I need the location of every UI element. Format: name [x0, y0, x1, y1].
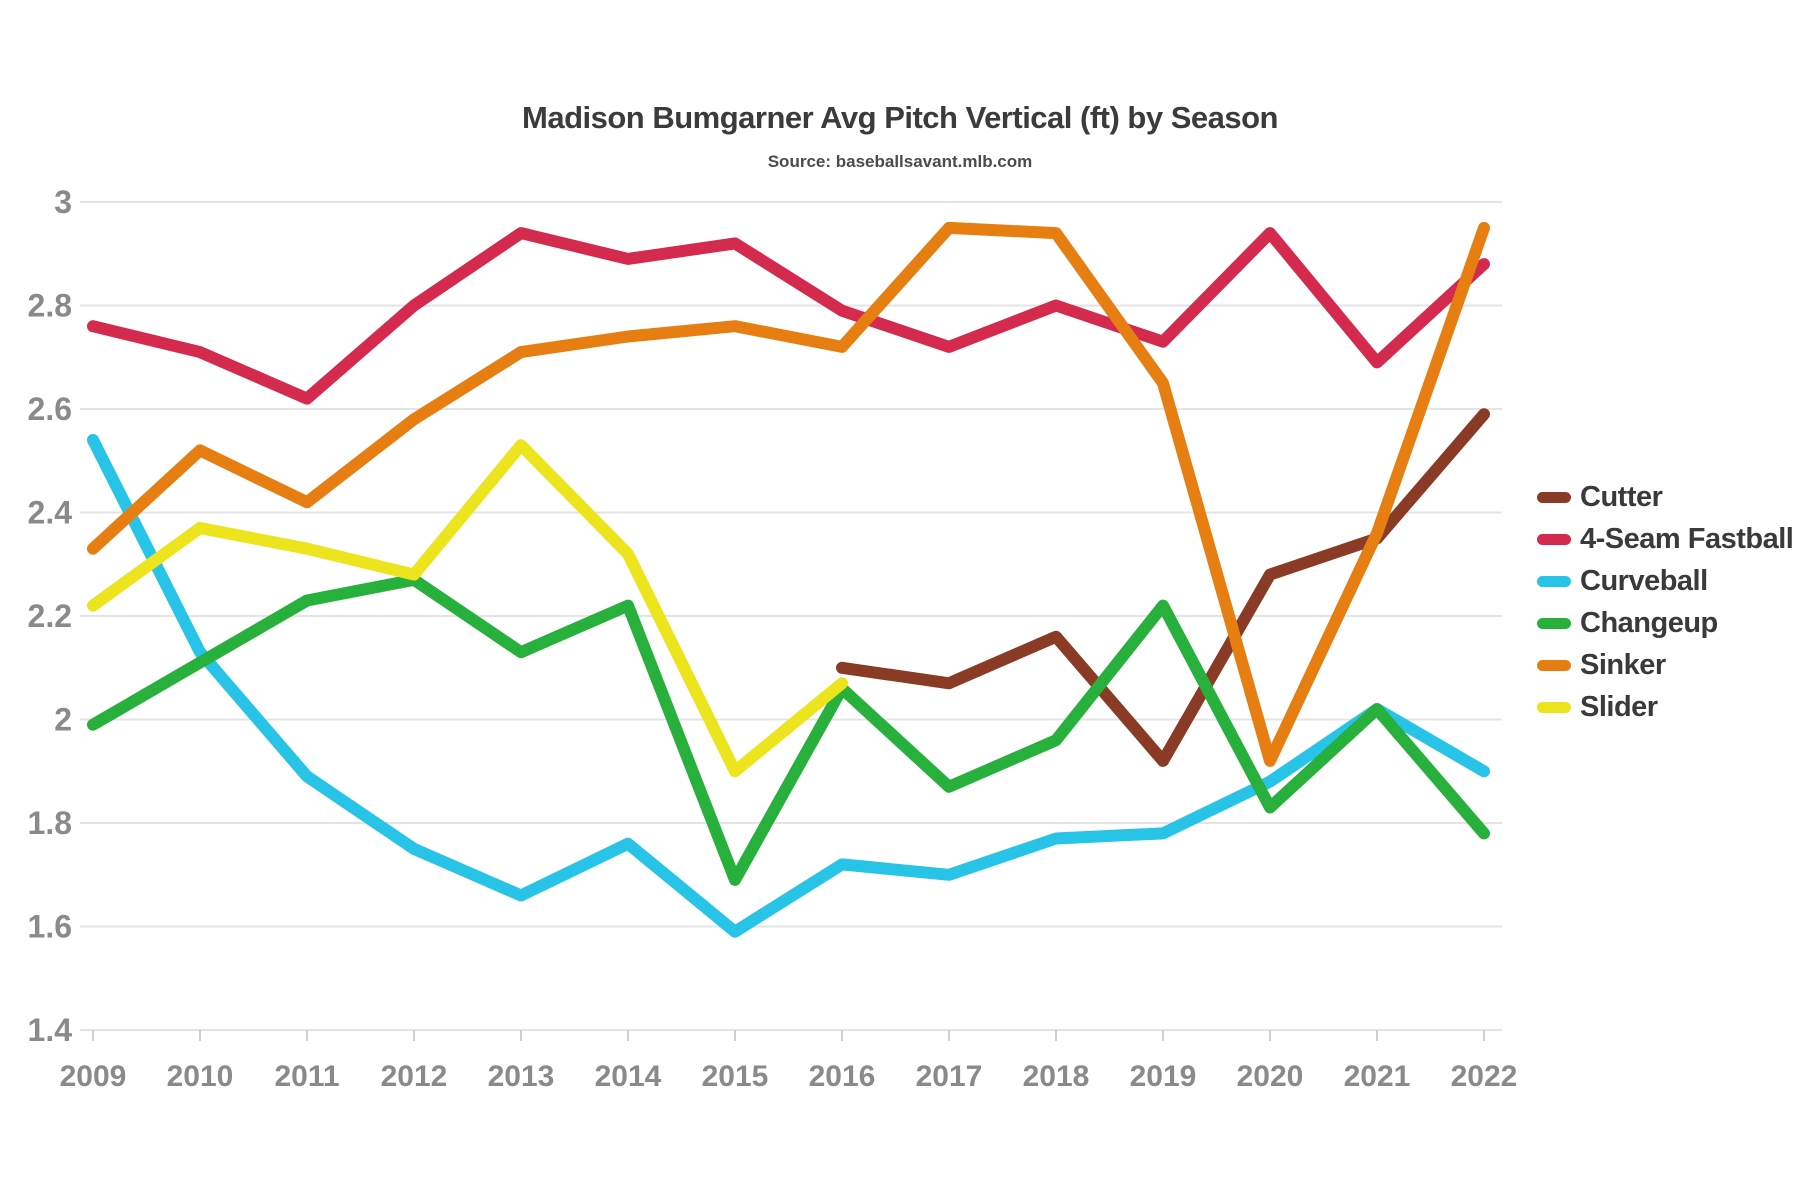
legend-label-slider: Slider — [1580, 690, 1658, 723]
legend-item-changeup: Changeup — [1537, 602, 1793, 644]
series-line-changeup — [87, 573, 1490, 886]
series-line-curveball — [87, 434, 1490, 938]
legend-swatch-cutter — [1537, 491, 1571, 503]
series-line-slider — [87, 439, 848, 778]
y-axis-tick-label: 2.8 — [28, 288, 72, 324]
y-axis-tick-label: 1.6 — [28, 909, 72, 945]
x-axis-label-2010: 2010 — [167, 1060, 234, 1093]
legend-swatch-curveball — [1537, 575, 1571, 587]
x-axis-label-2013: 2013 — [488, 1060, 555, 1093]
legend-label-cutter: Cutter — [1580, 480, 1663, 513]
x-axis-label-2015: 2015 — [702, 1060, 769, 1093]
x-axis-label-2014: 2014 — [595, 1060, 662, 1093]
chart-title: Madison Bumgarner Avg Pitch Vertical (ft… — [522, 100, 1278, 135]
legend-label-4seam-fastball: 4-Seam Fastball — [1580, 522, 1794, 555]
legend-swatch-sinker — [1537, 659, 1571, 671]
x-axis-label-2018: 2018 — [1023, 1060, 1090, 1093]
legend: Cutter 4-Seam Fastball Curveball Changeu… — [1537, 476, 1794, 728]
x-axis-label-2016: 2016 — [809, 1060, 876, 1093]
x-axis-label-2017: 2017 — [916, 1060, 983, 1093]
series-line-sinker — [87, 221, 1490, 767]
x-axis-label-2022: 2022 — [1451, 1060, 1518, 1093]
legend-item-4seam-fastball: 4-Seam Fastball — [1537, 518, 1794, 560]
y-axis-tick-label: 3 — [54, 184, 72, 220]
x-axis-label-2019: 2019 — [1130, 1060, 1197, 1093]
x-axis-label-2012: 2012 — [381, 1060, 448, 1093]
x-axis-label-2020: 2020 — [1237, 1060, 1304, 1093]
legend-item-curveball: Curveball — [1537, 560, 1793, 602]
y-axis-tick-label: 1.4 — [28, 1012, 73, 1048]
x-axis-label-2011: 2011 — [274, 1060, 339, 1093]
x-axis-label-2009: 2009 — [60, 1060, 127, 1093]
legend-label-sinker: Sinker — [1580, 648, 1666, 681]
y-axis-tick-label: 2.4 — [28, 495, 73, 531]
legend-item-sinker: Sinker — [1537, 644, 1793, 686]
y-axis-tick-label: 2.2 — [28, 598, 72, 634]
y-axis-tick-label: 2.6 — [28, 391, 72, 427]
x-axis-label-2021: 2021 — [1344, 1060, 1411, 1093]
chart-subtitle: Source: baseballsavant.mlb.com — [767, 152, 1033, 171]
y-axis-tick-label: 2 — [54, 702, 72, 738]
legend-label-curveball: Curveball — [1580, 564, 1708, 597]
legend-swatch-changeup — [1537, 617, 1571, 629]
y-axis-tick-label: 1.8 — [28, 805, 72, 841]
series-line-4-seam-fastball — [87, 227, 1490, 405]
legend-swatch-4seam-fastball — [1537, 533, 1571, 545]
legend-label-changeup: Changeup — [1580, 606, 1718, 639]
legend-swatch-slider — [1537, 701, 1571, 713]
legend-item-cutter: Cutter — [1537, 476, 1793, 518]
legend-item-slider: Slider — [1537, 686, 1793, 728]
